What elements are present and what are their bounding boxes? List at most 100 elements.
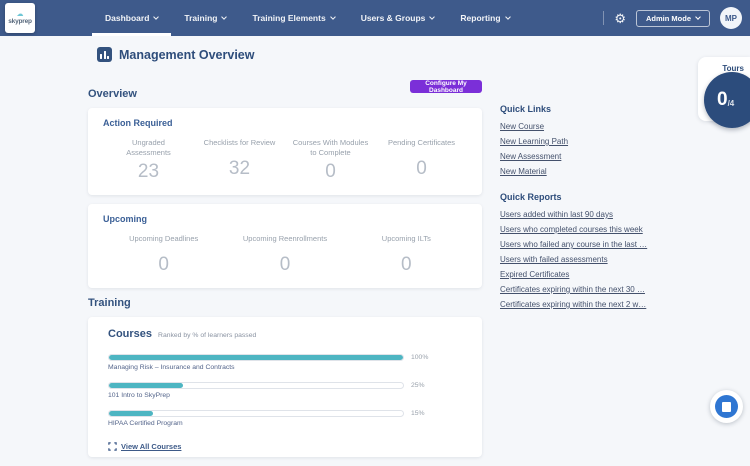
chevron-down-icon	[329, 13, 336, 20]
metric-value: 0	[416, 158, 427, 179]
metric-label: Ungraded Assessments	[126, 138, 171, 158]
metric-label: Courses With Modules to Complete	[292, 138, 369, 158]
quick-reports-list: Users added within last 90 days Users who…	[500, 210, 710, 315]
course-bar-row: 25% 101 Intro to SkyPrep	[108, 382, 467, 399]
tours-total: /4	[727, 99, 735, 108]
course-bar-row: 15% HIPAA Certified Program	[108, 410, 467, 427]
chevron-down-icon	[504, 13, 511, 20]
quick-links-title: Quick Links	[500, 104, 552, 114]
courses-card: Courses Ranked by % of learners passed 1…	[88, 317, 482, 458]
course-name-label: 101 Intro to SkyPrep	[108, 392, 170, 400]
courses-subtitle: Ranked by % of learners passed	[158, 332, 257, 340]
nav-item-training-elements[interactable]: Training Elements	[239, 0, 347, 36]
overview-heading: Overview	[88, 88, 137, 100]
metric-value: 0	[279, 254, 291, 276]
nav-item-training[interactable]: Training	[171, 0, 239, 36]
nav-item-label: Training	[184, 13, 218, 23]
right-sidebar: Quick Links New Course New Learning Path N…	[500, 104, 710, 315]
quick-link-new-course[interactable]: New Course	[500, 122, 545, 131]
metric-value: 0	[325, 161, 336, 183]
metric-label: Checklists for Review	[203, 138, 276, 147]
tours-progress-button[interactable]: 0 /4	[704, 72, 750, 128]
quick-report-users-who-failed-any-course-in-the-last[interactable]: Users who failed any course in the last …	[500, 240, 648, 249]
bar-chart-icon	[97, 47, 112, 62]
main-column: Overview Action Required Ungraded Assess…	[88, 88, 482, 466]
metric-value: 23	[137, 161, 160, 183]
nav-item-reporting[interactable]: Reporting	[447, 0, 522, 36]
nav-divider	[603, 11, 605, 25]
cloud-icon: ☁	[16, 10, 24, 18]
main-nav-menu: Dashboard Training Training Elements Users …	[92, 0, 523, 36]
avatar[interactable]: MP	[720, 7, 742, 29]
quick-links-list: New Course New Learning Path New Assessmen…	[500, 122, 710, 182]
quick-report-certificates-expiring-within-the-next-30[interactable]: Certificates expiring within the next 30…	[500, 285, 645, 294]
bar-line: 15%	[108, 410, 467, 418]
quick-link-new-assessment[interactable]: New Assessment	[500, 152, 562, 161]
course-name-label: Managing Risk – Insurance and Contracts	[108, 364, 235, 372]
metric: Upcoming Reenrollments 0	[224, 234, 345, 276]
bar-fill	[109, 355, 403, 361]
upcoming-metrics: Upcoming Deadlines 0 Upcoming Reenrollment…	[103, 234, 467, 276]
course-bar-row: 100% Managing Risk – Insurance and Contra…	[108, 354, 467, 371]
action-required-metrics: Ungraded Assessments 23 Checklists for Rev…	[103, 138, 467, 183]
nav-item-dashboard[interactable]: Dashboard	[92, 0, 171, 36]
page-title: Management Overview	[119, 47, 255, 62]
quick-report-users-with-failed-assessments[interactable]: Users with failed assessments	[500, 255, 608, 264]
nav-item-label: Dashboard	[105, 13, 150, 23]
chevron-down-icon	[221, 13, 228, 20]
top-navbar: ☁ skyprep Dashboard Training Training Elem…	[0, 0, 750, 36]
quick-report-certificates-expiring-within-the-next-2-w[interactable]: Certificates expiring within the next 2 …	[500, 300, 647, 309]
metric-value: 0	[158, 254, 169, 276]
logo-text: skyprep	[8, 17, 32, 25]
bar-track	[108, 410, 404, 418]
bar-percent-label: 100%	[411, 354, 429, 362]
upcoming-card: Upcoming Upcoming Deadlines 0 Upcoming Ree…	[88, 204, 482, 289]
chevron-down-icon	[429, 13, 436, 20]
nav-item-users-groups[interactable]: Users & Groups	[348, 0, 448, 36]
upcoming-title: Upcoming	[103, 214, 147, 225]
bar-track	[108, 354, 404, 362]
quick-report-expired-certificates[interactable]: Expired Certificates	[500, 270, 570, 279]
training-heading: Training	[88, 297, 131, 310]
chat-launcher-button[interactable]	[710, 390, 743, 423]
metric-label: Upcoming Deadlines	[129, 234, 199, 244]
nav-item-label: Reporting	[460, 13, 501, 23]
chevron-down-icon	[695, 13, 701, 20]
quick-report-users-who-completed-courses-this-week[interactable]: Users who completed courses this week	[500, 225, 643, 234]
page-header: Management Overview	[97, 47, 254, 62]
view-all-courses-link[interactable]: View All Courses	[108, 442, 181, 451]
configure-my-dashboard-button[interactable]: Configure My Dashboard	[410, 80, 482, 94]
quick-reports-title: Quick Reports	[500, 192, 562, 202]
bar-fill	[109, 383, 183, 389]
skyprep-logo[interactable]: ☁ skyprep	[5, 3, 35, 33]
bar-line: 25%	[108, 382, 467, 390]
metric-label: Upcoming Reenrollments	[242, 234, 328, 244]
metric: Checklists for Review 32	[194, 138, 285, 183]
courses-title: Courses	[108, 328, 153, 341]
chat-icon	[715, 395, 738, 418]
quick-report-users-added-within-last-90-days[interactable]: Users added within last 90 days	[500, 210, 613, 219]
metric-label: Upcoming ILTs	[381, 234, 431, 244]
metric: Upcoming Deadlines 0	[103, 234, 224, 276]
navbar-right-cluster: ⚙ Admin Mode MP	[603, 0, 742, 36]
nav-item-label: Users & Groups	[360, 13, 426, 23]
admin-mode-dropdown[interactable]: Admin Mode	[636, 9, 710, 27]
quick-link-new-learning-path[interactable]: New Learning Path	[500, 137, 569, 146]
avatar-initials: MP	[725, 13, 737, 23]
admin-mode-label: Admin Mode	[646, 13, 691, 23]
action-required-card: Action Required Ungraded Assessments 23 Ch…	[88, 108, 482, 196]
courses-bar-chart: 100% Managing Risk – Insurance and Contra…	[108, 354, 467, 427]
gear-icon[interactable]: ⚙	[614, 10, 626, 26]
bar-track	[108, 382, 404, 390]
bar-line: 100%	[108, 354, 467, 362]
metric: Pending Certificates 0	[376, 138, 467, 183]
nav-item-label: Training Elements	[252, 13, 326, 23]
expand-icon	[108, 442, 117, 451]
metric-value: 0	[401, 254, 412, 276]
tours-count: 0	[717, 89, 728, 110]
view-all-courses-label: View All Courses	[121, 442, 182, 452]
quick-link-new-material[interactable]: New Material	[500, 167, 547, 176]
metric: Upcoming ILTs 0	[346, 234, 467, 276]
chevron-down-icon	[153, 13, 160, 20]
bar-fill	[109, 411, 154, 417]
